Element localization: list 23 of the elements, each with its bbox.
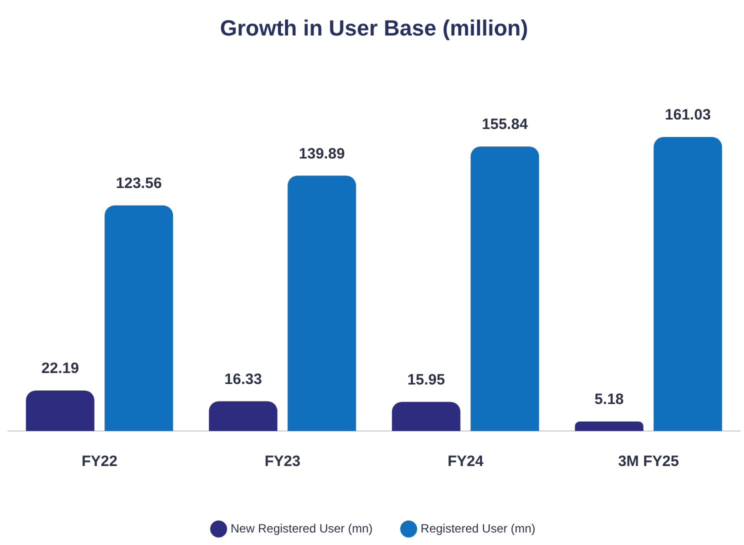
x-tick-label: FY23 [264,453,300,470]
x-tick-label: FY22 [82,453,118,470]
bar [392,402,460,431]
bar [288,176,356,431]
data-label: 5.18 [594,391,624,408]
bar [104,205,174,431]
chart-title: Growth in User Base (million) [220,15,528,40]
data-label: 161.03 [664,106,711,124]
bar [208,401,278,431]
data-label: 139.89 [298,145,345,162]
data-label: 22.19 [41,360,79,378]
bar [26,390,94,431]
x-tick-label: 3M FY25 [618,453,679,470]
bar [574,422,644,431]
bar [470,146,540,431]
data-label: 15.95 [407,372,445,389]
bar [654,137,722,431]
data-label: 16.33 [224,370,262,388]
x-tick-label: FY24 [448,453,484,470]
data-label: 155.84 [482,116,528,134]
legend-label: Registered User (mn) [420,521,536,536]
data-label: 123.56 [116,175,162,192]
legend-label: New Registered User (mn) [230,521,373,536]
